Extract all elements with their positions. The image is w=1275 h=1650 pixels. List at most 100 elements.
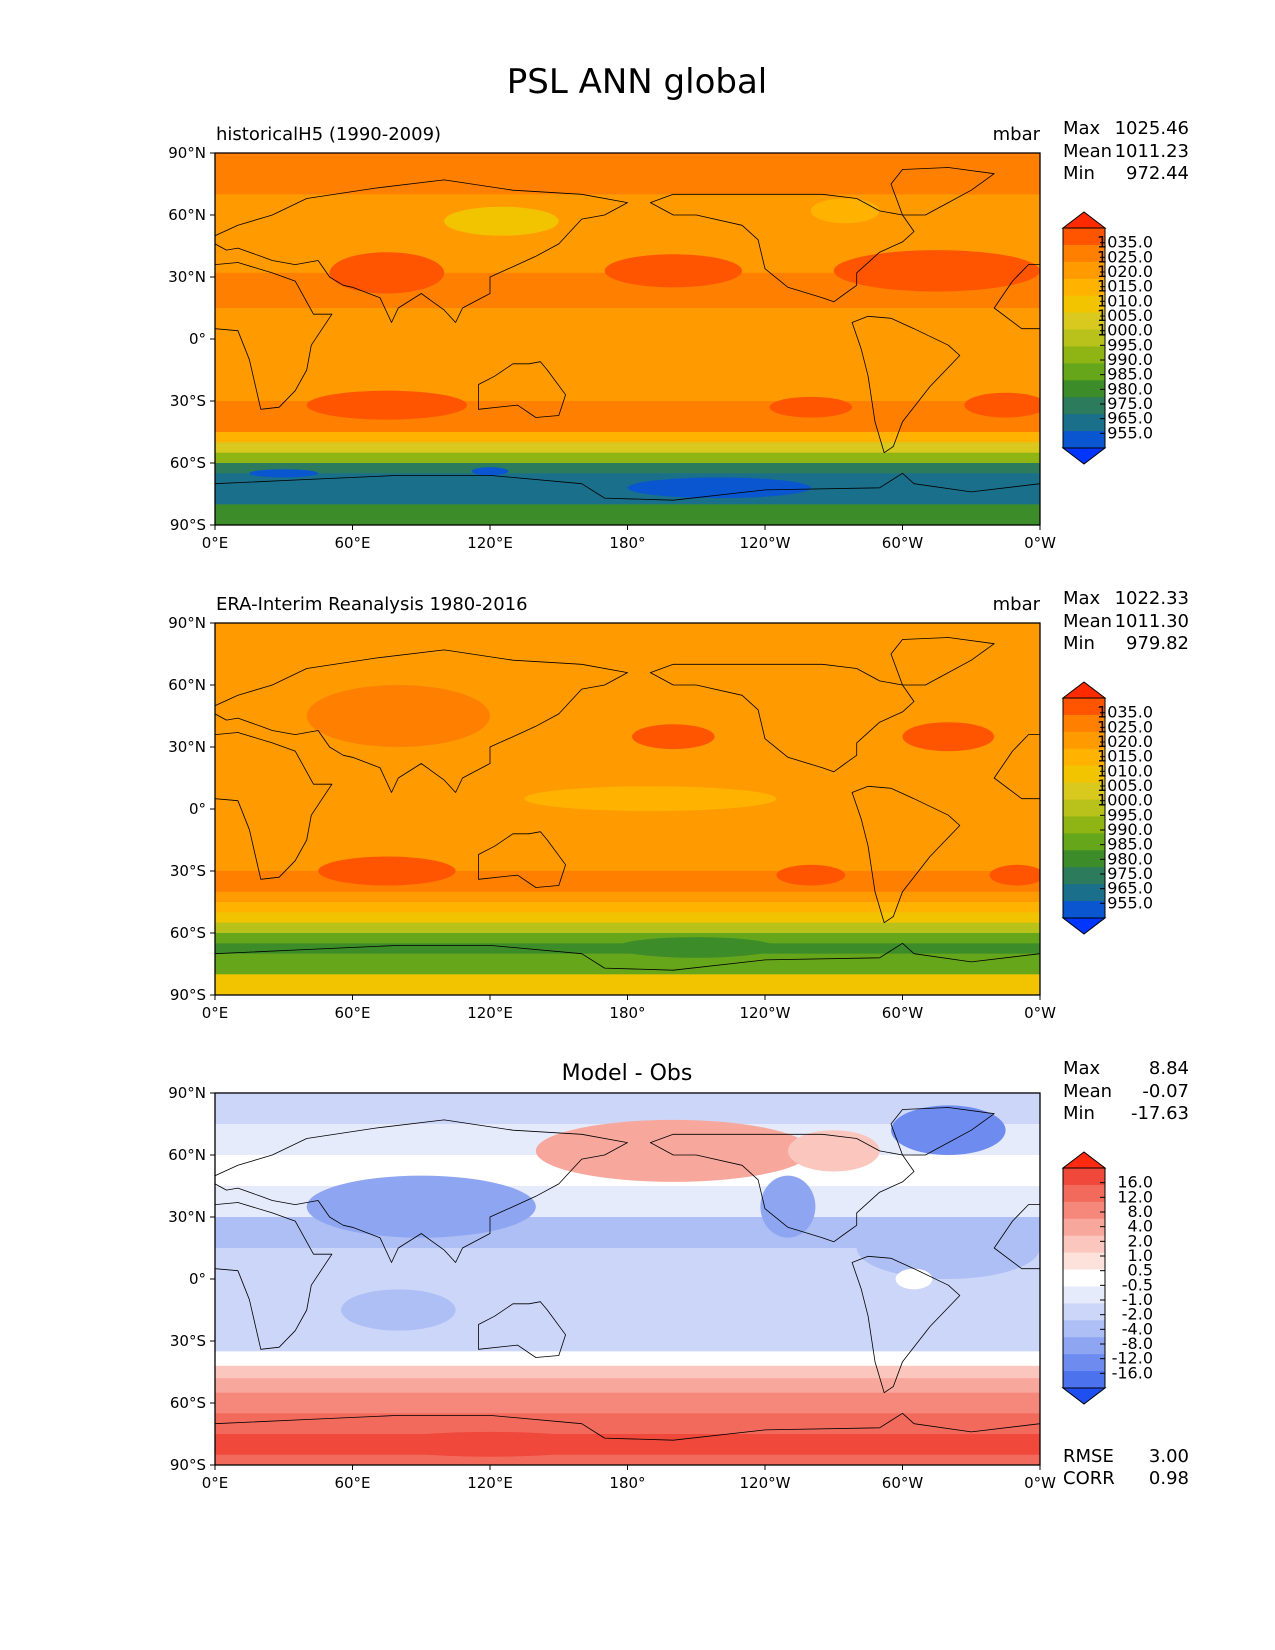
colorbar-tick-label: 1.0 [1128, 1246, 1153, 1265]
stat-value: 0.98 [1149, 1468, 1189, 1489]
y-tick-label: 30°N [168, 738, 206, 756]
colorbar-extend-max [1061, 211, 1107, 229]
colorbar-segment [1063, 329, 1105, 347]
coastline [215, 1412, 1040, 1441]
contour-region [627, 477, 811, 499]
contour-band [215, 933, 1040, 944]
contour-band [215, 1365, 1040, 1379]
stat-value: 3.00 [1149, 1446, 1189, 1467]
contour-region [375, 1431, 605, 1457]
stat-label: Mean [1063, 141, 1112, 162]
contour-band [215, 953, 1040, 975]
colorbar-segment [1063, 1286, 1105, 1304]
y-tick-label: 0° [189, 800, 206, 818]
x-tick-label: 60°W [882, 534, 924, 552]
colorbar-segment [1063, 278, 1105, 297]
colorbar-tick-label: 995.0 [1107, 805, 1153, 824]
contour-band [215, 339, 1040, 371]
colorbar-tick-label: 1000.0 [1097, 321, 1153, 340]
contour-region [306, 390, 468, 420]
colorbar-segment [1063, 1252, 1105, 1270]
contour-region [249, 469, 319, 478]
colorbar-obs: 1035.01025.01020.01015.01010.01005.01000… [1061, 681, 1153, 935]
stat-value: 1011.30 [1115, 611, 1189, 632]
colorbar-extend-min [1061, 917, 1107, 935]
contour-band [215, 473, 1040, 485]
x-tick-label: 120°W [740, 534, 791, 552]
colorbar-tick-label: 1015.0 [1097, 747, 1153, 766]
coastline [215, 472, 1040, 501]
colorbar-tick-label: 995.0 [1107, 335, 1153, 354]
x-tick-label: 0°W [1024, 534, 1056, 552]
colorbar-segment [1063, 1320, 1105, 1338]
colorbar-tick-label: 980.0 [1107, 849, 1153, 868]
colorbar-tick-label: 1010.0 [1097, 761, 1153, 780]
contour-region [632, 724, 715, 750]
colorbar-segment [1063, 782, 1105, 800]
coastlines-diff [215, 1107, 1040, 1441]
y-tick-label: 90°S [170, 516, 206, 534]
contour-region [787, 1130, 880, 1172]
x-tick-label: 60°E [334, 534, 370, 552]
y-tick-label: 60°S [170, 1394, 206, 1412]
colorbar-segment [1063, 714, 1105, 733]
contour-region [471, 467, 509, 476]
stat-label: Max [1063, 588, 1101, 609]
stat-label: Min [1063, 1103, 1095, 1124]
contour-region [604, 254, 743, 288]
coastline [478, 361, 566, 418]
contour-region [810, 198, 880, 224]
y-tick-label: 30°S [170, 1332, 206, 1350]
stat-value: 979.82 [1126, 633, 1189, 654]
colorbar-tick-label: 1025.0 [1097, 717, 1153, 736]
colorbar-extend-min [1061, 1387, 1107, 1405]
colorbar-model: 1035.01025.01020.01015.01010.01005.01000… [1061, 211, 1153, 465]
stat-label: RMSE [1063, 1446, 1114, 1467]
colorbar-tick-label: 955.0 [1107, 893, 1153, 912]
units-label: mbar [993, 594, 1041, 615]
y-tick-label: 60°S [170, 454, 206, 472]
colorbar-outline [1062, 1167, 1106, 1389]
coastline [215, 732, 333, 880]
coastline [890, 1107, 995, 1156]
colorbar-tick-label: -2.0 [1122, 1305, 1153, 1324]
colorbar-segment [1063, 1371, 1105, 1389]
colorbar-segment [1063, 901, 1105, 919]
colorbar-tick-label: -16.0 [1112, 1363, 1153, 1382]
coastline [993, 734, 1040, 800]
contour-band [215, 1351, 1040, 1367]
contour-band [215, 421, 1040, 433]
colorbar-tick-label: 1000.0 [1097, 791, 1153, 810]
stat-value: 8.84 [1149, 1058, 1189, 1079]
x-tick-label: 60°E [334, 1474, 370, 1492]
coastline [478, 1301, 566, 1358]
y-tick-label: 60°N [168, 676, 206, 694]
contour-band [215, 922, 1040, 934]
y-tick-label: 0° [189, 330, 206, 348]
colorbar-segment [1063, 312, 1105, 330]
contour-band [215, 432, 1040, 443]
colorbar-tick-label: 975.0 [1107, 864, 1153, 883]
contour-band [215, 902, 1040, 913]
contour-band [215, 623, 1040, 665]
y-tick-label: 30°S [170, 862, 206, 880]
coastline [215, 1202, 333, 1350]
coastline [890, 637, 995, 686]
field-model [215, 153, 1040, 525]
y-tick-label: 0° [189, 1270, 206, 1288]
coastline [215, 179, 628, 323]
y-tick-label: 60°N [168, 206, 206, 224]
x-tick-label: 180° [609, 1004, 645, 1022]
axis-ticks-obs: 0°E 60°E 120°E 180° 120°W 60°W 0°W 90°N 60°N 30°N… [168, 614, 1056, 1022]
stat-label: Mean [1063, 1081, 1112, 1102]
y-tick-label: 60°N [168, 1146, 206, 1164]
coastline [650, 1133, 915, 1243]
colorbar-tick-label: 965.0 [1107, 409, 1153, 428]
colorbar-extend-max [1061, 1151, 1107, 1169]
stats-block-obs: Max 1022.33 Mean 1011.30 Min 979.82 [1063, 588, 1189, 654]
contour-region [891, 1105, 1006, 1155]
contour-band [215, 891, 1040, 903]
colorbar-outline [1062, 697, 1106, 919]
contour-band [215, 974, 1040, 995]
colorbar-segment [1063, 397, 1105, 415]
